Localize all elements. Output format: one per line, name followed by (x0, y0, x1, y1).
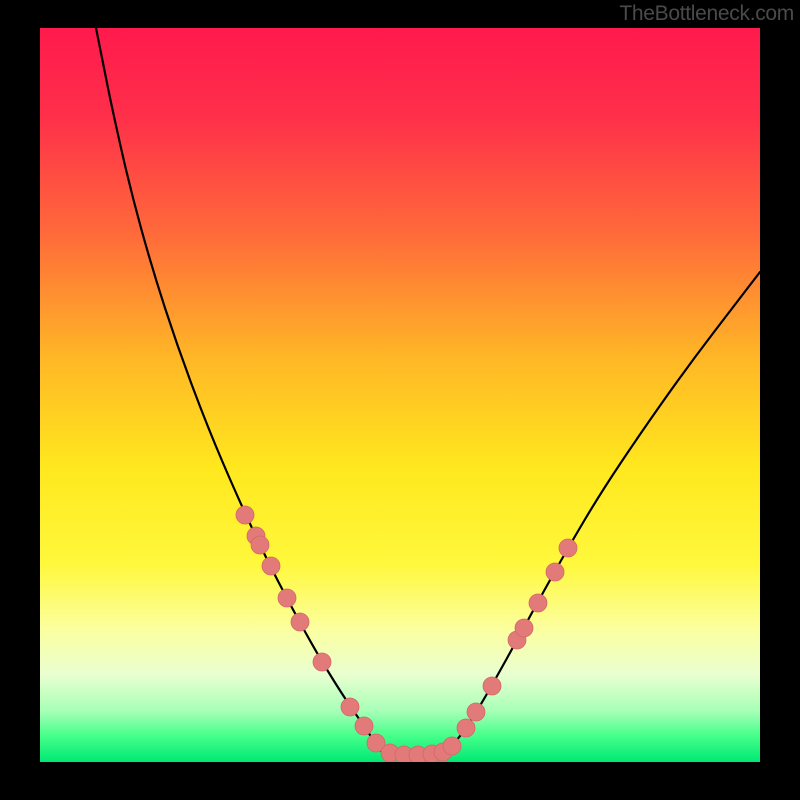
data-markers (236, 506, 577, 762)
data-marker (262, 557, 280, 575)
left-curve (96, 28, 382, 752)
plot-area (40, 28, 760, 762)
data-marker (483, 677, 501, 695)
data-marker (313, 653, 331, 671)
data-marker (278, 589, 296, 607)
chart-svg (40, 28, 760, 762)
data-marker (443, 737, 461, 755)
data-marker (341, 698, 359, 716)
data-marker (251, 536, 269, 554)
data-marker (457, 719, 475, 737)
data-marker (546, 563, 564, 581)
data-marker (467, 703, 485, 721)
data-marker (529, 594, 547, 612)
data-marker (291, 613, 309, 631)
watermark-text: TheBottleneck.com (619, 2, 794, 26)
data-marker (355, 717, 373, 735)
data-marker (236, 506, 254, 524)
data-marker (559, 539, 577, 557)
data-marker (515, 619, 533, 637)
